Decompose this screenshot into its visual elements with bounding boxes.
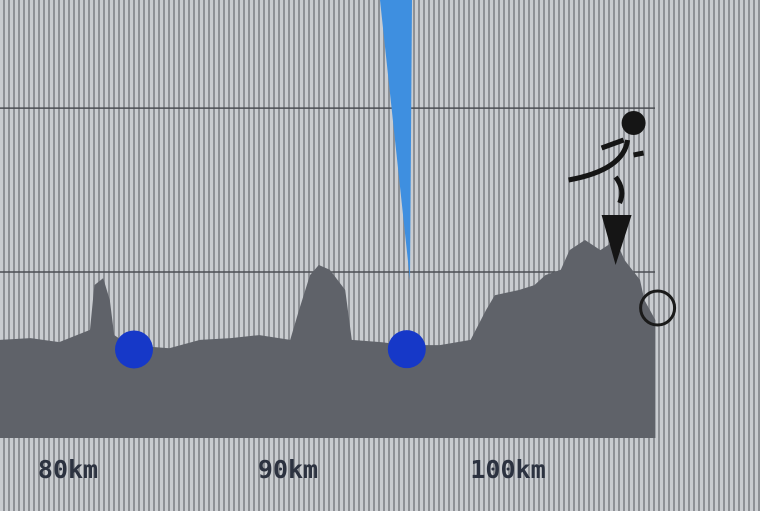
x-tick-label: 90km [258, 455, 318, 484]
elevation-area [0, 240, 656, 438]
waypoint-dot [115, 330, 153, 369]
runner-icon [568, 111, 646, 265]
end-circle [639, 289, 677, 327]
x-tick-label: 100km [470, 455, 545, 484]
direction-pointer [380, 0, 412, 280]
x-tick-label: 80km [38, 455, 98, 484]
waypoint-dot [387, 330, 426, 369]
